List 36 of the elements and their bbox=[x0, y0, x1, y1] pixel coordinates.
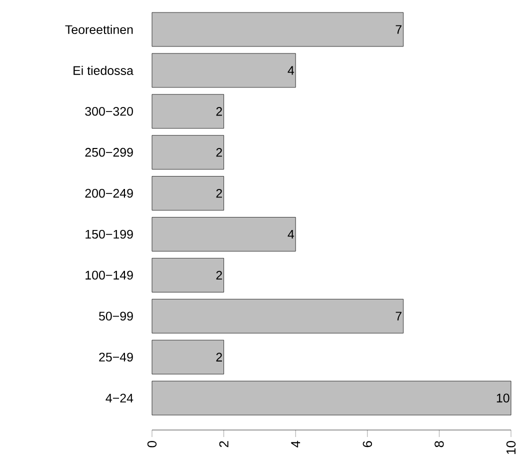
bar bbox=[152, 135, 224, 170]
data-label: 2 bbox=[216, 270, 222, 280]
x-tick-label: 4 bbox=[291, 440, 300, 448]
bar bbox=[152, 176, 224, 210]
x-tick-label: 10 bbox=[506, 441, 516, 454]
bar bbox=[152, 217, 296, 252]
x-tick-label: 8 bbox=[434, 441, 444, 448]
data-label: 7 bbox=[396, 25, 402, 34]
data-label: 4 bbox=[288, 66, 294, 75]
data-label: 2 bbox=[216, 107, 222, 116]
y-tick-label: 4−24 bbox=[106, 394, 134, 402]
y-tick-label: 300−320 bbox=[85, 106, 133, 116]
bar bbox=[152, 340, 224, 374]
bar bbox=[152, 298, 404, 334]
y-tick-label: 200−249 bbox=[85, 188, 133, 198]
bar bbox=[152, 53, 296, 88]
x-tick-label: 6 bbox=[362, 441, 372, 448]
data-label: 10 bbox=[496, 394, 510, 402]
y-tick-label: Ei tiedossa bbox=[74, 66, 134, 75]
y-tick-label: 100−149 bbox=[86, 270, 133, 280]
data-label: 2 bbox=[216, 148, 222, 157]
bar bbox=[152, 380, 512, 416]
bar bbox=[152, 258, 224, 292]
bar bbox=[152, 94, 224, 129]
bar bbox=[152, 12, 404, 47]
y-tick-label: 150−199 bbox=[86, 230, 133, 239]
data-label: 2 bbox=[216, 188, 222, 198]
x-tick-label: 0 bbox=[147, 441, 157, 448]
data-label: 2 bbox=[216, 352, 222, 362]
x-tick-label: 2 bbox=[219, 441, 228, 448]
y-tick-label: Teoreettinen bbox=[65, 24, 133, 34]
y-tick-label: 25−49 bbox=[99, 352, 133, 362]
y-tick-label: 250−299 bbox=[85, 148, 133, 157]
data-label: 4 bbox=[288, 230, 294, 239]
y-tick-label: 50−99 bbox=[99, 312, 133, 321]
data-label: 7 bbox=[396, 312, 402, 320]
